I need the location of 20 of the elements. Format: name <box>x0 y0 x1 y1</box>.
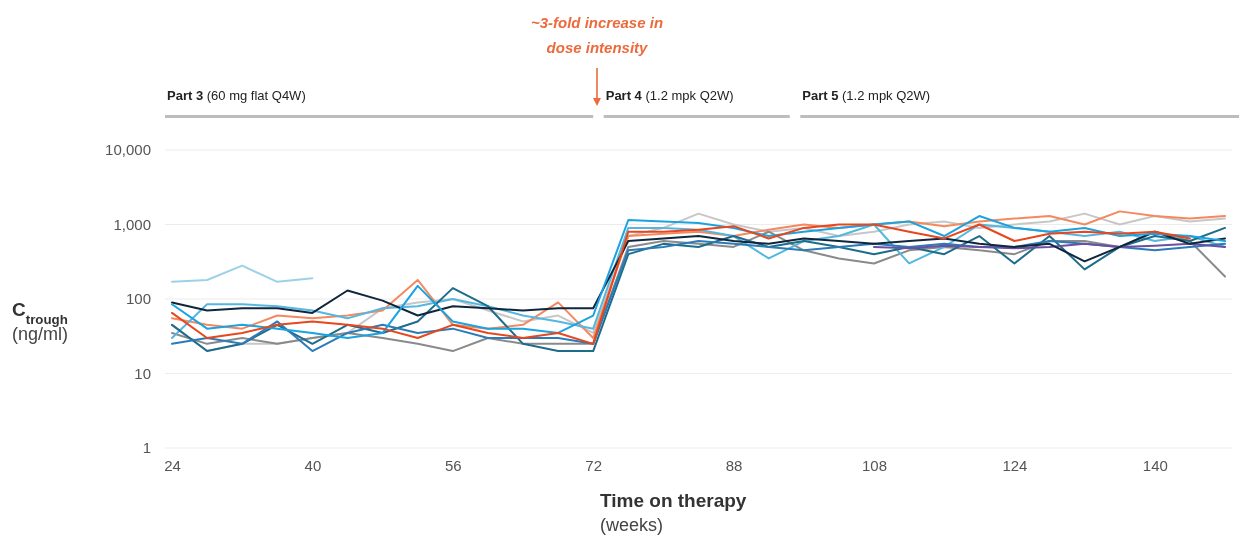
y-tick-label: 100 <box>125 290 151 308</box>
x-tick-label: 24 <box>164 456 181 474</box>
x-tick-label: 56 <box>444 456 462 474</box>
line-series <box>171 264 314 283</box>
y-tick-label: 1 <box>142 439 151 457</box>
x-tick-label: 40 <box>304 456 322 474</box>
y-tick-label: 10 <box>134 364 151 382</box>
x-tick-label: 124 <box>1002 456 1028 474</box>
y-axis-title: C$_{trough}$ (ng/ml) <box>12 299 69 344</box>
text: ~3-fold increase in dose intensity <box>530 14 664 56</box>
x-tick-label: 72 <box>585 456 603 474</box>
text: Part 4 (1.2 mpk Q2W) <box>605 88 734 103</box>
x-tick-label: 140 <box>1142 456 1168 474</box>
text: Part 3 (60 mg flat Q4W) <box>167 88 306 103</box>
y-tick-label: 10,000 <box>105 141 151 159</box>
x-tick-label: 88 <box>725 456 743 474</box>
y-tick-label: 1,000 <box>113 215 151 233</box>
text: Part 5 (1.2 mpk Q2W) <box>802 88 931 103</box>
x-tick-label: 108 <box>861 456 888 474</box>
x-axis-title: Time on therapy (weeks) <box>600 490 747 535</box>
